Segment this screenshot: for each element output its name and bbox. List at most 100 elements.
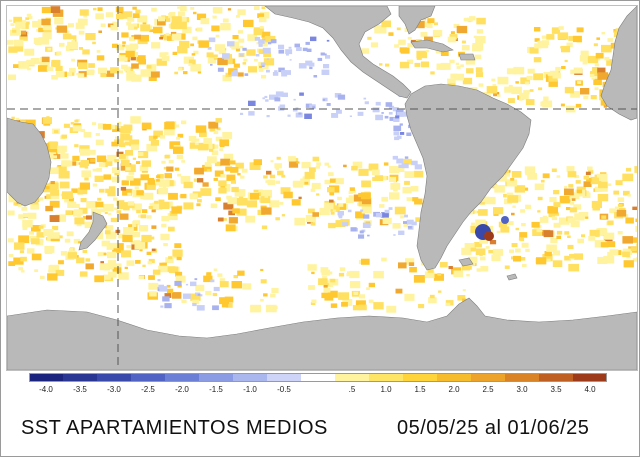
cool-anomaly-cell [399, 123, 403, 126]
warm-anomaly-cell [258, 49, 266, 54]
warm-anomaly-cell [212, 15, 217, 19]
warm-anomaly-cell [125, 150, 133, 156]
scale-tick-label: 2.5 [482, 385, 494, 394]
warm-anomaly-cell [174, 243, 182, 249]
warm-anomaly-cell [42, 32, 52, 40]
warm-anomaly-cell [627, 194, 631, 197]
warm-anomaly-cell [316, 193, 320, 196]
warm-anomaly-cell [148, 135, 157, 141]
warm-anomaly-cell [397, 166, 405, 172]
warm-anomaly-cell [107, 251, 117, 259]
landmass-north-america [264, 6, 412, 99]
warm-anomaly-cell [167, 36, 174, 41]
landmass-south-america [404, 83, 532, 271]
warm-anomaly-cell [591, 200, 602, 209]
warm-anomaly-cell [19, 250, 25, 254]
cool-anomaly-cell [269, 94, 277, 100]
scale-swatch [471, 373, 506, 382]
cool-anomaly-cell [305, 103, 312, 108]
warm-anomaly-cell [519, 92, 529, 100]
warm-anomaly-cell [95, 13, 104, 20]
warm-anomaly-cell [41, 56, 50, 63]
warm-anomaly-cell [462, 289, 466, 292]
warm-anomaly-cell [350, 281, 361, 289]
warm-anomaly-cell [148, 282, 159, 290]
warm-anomaly-cell [466, 274, 470, 277]
warm-anomaly-cell [261, 6, 266, 9]
cool-anomaly-cell [231, 71, 239, 77]
warm-anomaly-cell [174, 167, 180, 171]
warm-anomaly-cell [414, 198, 423, 205]
warm-anomaly-cell [138, 275, 145, 280]
warm-anomaly-cell [635, 218, 637, 222]
warm-anomaly-cell [11, 116, 15, 120]
warm-anomaly-cell [172, 51, 178, 55]
warm-anomaly-cell [524, 166, 536, 174]
warm-anomaly-cell [217, 57, 228, 66]
warm-anomaly-cell [329, 178, 336, 183]
warm-anomaly-cell [100, 73, 107, 78]
warm-anomaly-cell [456, 66, 461, 69]
cool-anomaly-cell [414, 164, 422, 170]
warm-anomaly-cell [138, 59, 146, 65]
warm-anomaly-cell [525, 248, 530, 252]
warm-anomaly-cell [603, 255, 615, 264]
cool-anomaly-cell [322, 99, 326, 101]
warm-anomaly-cell [79, 182, 90, 190]
warm-anomaly-cell [275, 167, 279, 171]
warm-anomaly-cell [546, 244, 557, 252]
warm-anomaly-cell [567, 244, 574, 250]
warm-anomaly-cell [81, 170, 91, 178]
warm-anomaly-cell [606, 59, 616, 66]
warm-anomaly-cell [265, 180, 270, 183]
warm-anomaly-cell [136, 55, 146, 62]
warm-anomaly-cell [183, 181, 193, 189]
warm-anomaly-cell [165, 121, 175, 128]
cool-anomaly-cell [262, 47, 271, 54]
warm-anomaly-cell [19, 34, 28, 41]
cool-anomaly-cell [164, 303, 172, 309]
warm-anomaly-cell [338, 292, 349, 300]
cool-anomaly-cell [367, 234, 370, 237]
warm-anomaly-cell [491, 78, 496, 82]
warm-anomaly-cell [261, 31, 271, 38]
warm-anomaly-cell [222, 18, 229, 23]
cool-anomaly-cell [208, 37, 216, 43]
warm-anomaly-cell [586, 177, 592, 182]
warm-anomaly-cell [315, 165, 320, 169]
warm-anomaly-cell [122, 44, 126, 47]
warm-anomaly-cell [71, 188, 78, 193]
warm-anomaly-cell [78, 241, 82, 244]
cool-anomaly-cell [296, 47, 302, 51]
warm-anomaly-cell [124, 141, 131, 146]
color-scale-canvas: -4.0 -3.5 -3.0 -2.5 -2.0 -1.5 -1.0 -0.5 .5 1.0 1.5… [29, 373, 607, 394]
warm-anomaly-cell [506, 192, 514, 198]
warm-anomaly-cell [386, 305, 397, 313]
cool-anomaly-cell [279, 104, 286, 109]
warm-anomaly-cell [473, 210, 478, 214]
warm-anomaly-cell [31, 238, 40, 245]
warm-anomaly-cell [264, 195, 269, 198]
warm-anomaly-cell [70, 122, 75, 125]
warm-anomaly-cell [519, 232, 528, 238]
warm-anomaly-cell [322, 276, 327, 280]
warm-anomaly-cell [566, 42, 573, 47]
warm-anomaly-cell [127, 23, 138, 31]
warm-anomaly-cell [522, 263, 527, 268]
warm-anomaly-cell [585, 171, 591, 176]
warm-anomaly-cell [136, 161, 141, 164]
cool-anomaly-cell [289, 59, 292, 61]
warm-anomaly-cell [183, 56, 194, 64]
warm-anomaly-cell [107, 260, 116, 266]
warm-anomaly-cell [211, 25, 220, 32]
warm-anomaly-cell [583, 95, 589, 100]
warm-anomaly-cell [8, 74, 16, 81]
warm-anomaly-cell [112, 267, 122, 274]
warm-anomaly-cell [254, 6, 260, 10]
scale-tick-label: 1.0 [380, 385, 392, 394]
warm-anomaly-cell [214, 54, 218, 58]
warm-anomaly-cell [448, 266, 453, 270]
warm-anomaly-cell [508, 84, 513, 88]
warm-anomaly-cell [527, 172, 538, 180]
warm-anomaly-cell [215, 136, 223, 142]
